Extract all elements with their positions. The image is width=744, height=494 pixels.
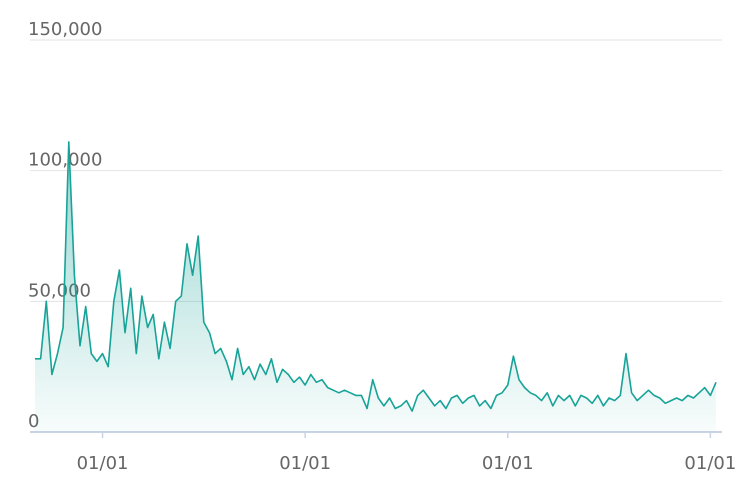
- y-tick-label: 100,000: [28, 150, 102, 171]
- x-tick-label: 01/01: [482, 453, 534, 474]
- y-tick-label: 50,000: [28, 280, 91, 301]
- x-tick-label: 01/01: [279, 453, 331, 474]
- x-tick-label: 01/01: [77, 453, 129, 474]
- line: [35, 141, 717, 412]
- area-fill: [35, 141, 716, 432]
- y-tick-label: 0: [28, 411, 39, 432]
- x-tick-label: 01/01: [684, 453, 736, 474]
- y-tick-label: 150,000: [28, 19, 102, 40]
